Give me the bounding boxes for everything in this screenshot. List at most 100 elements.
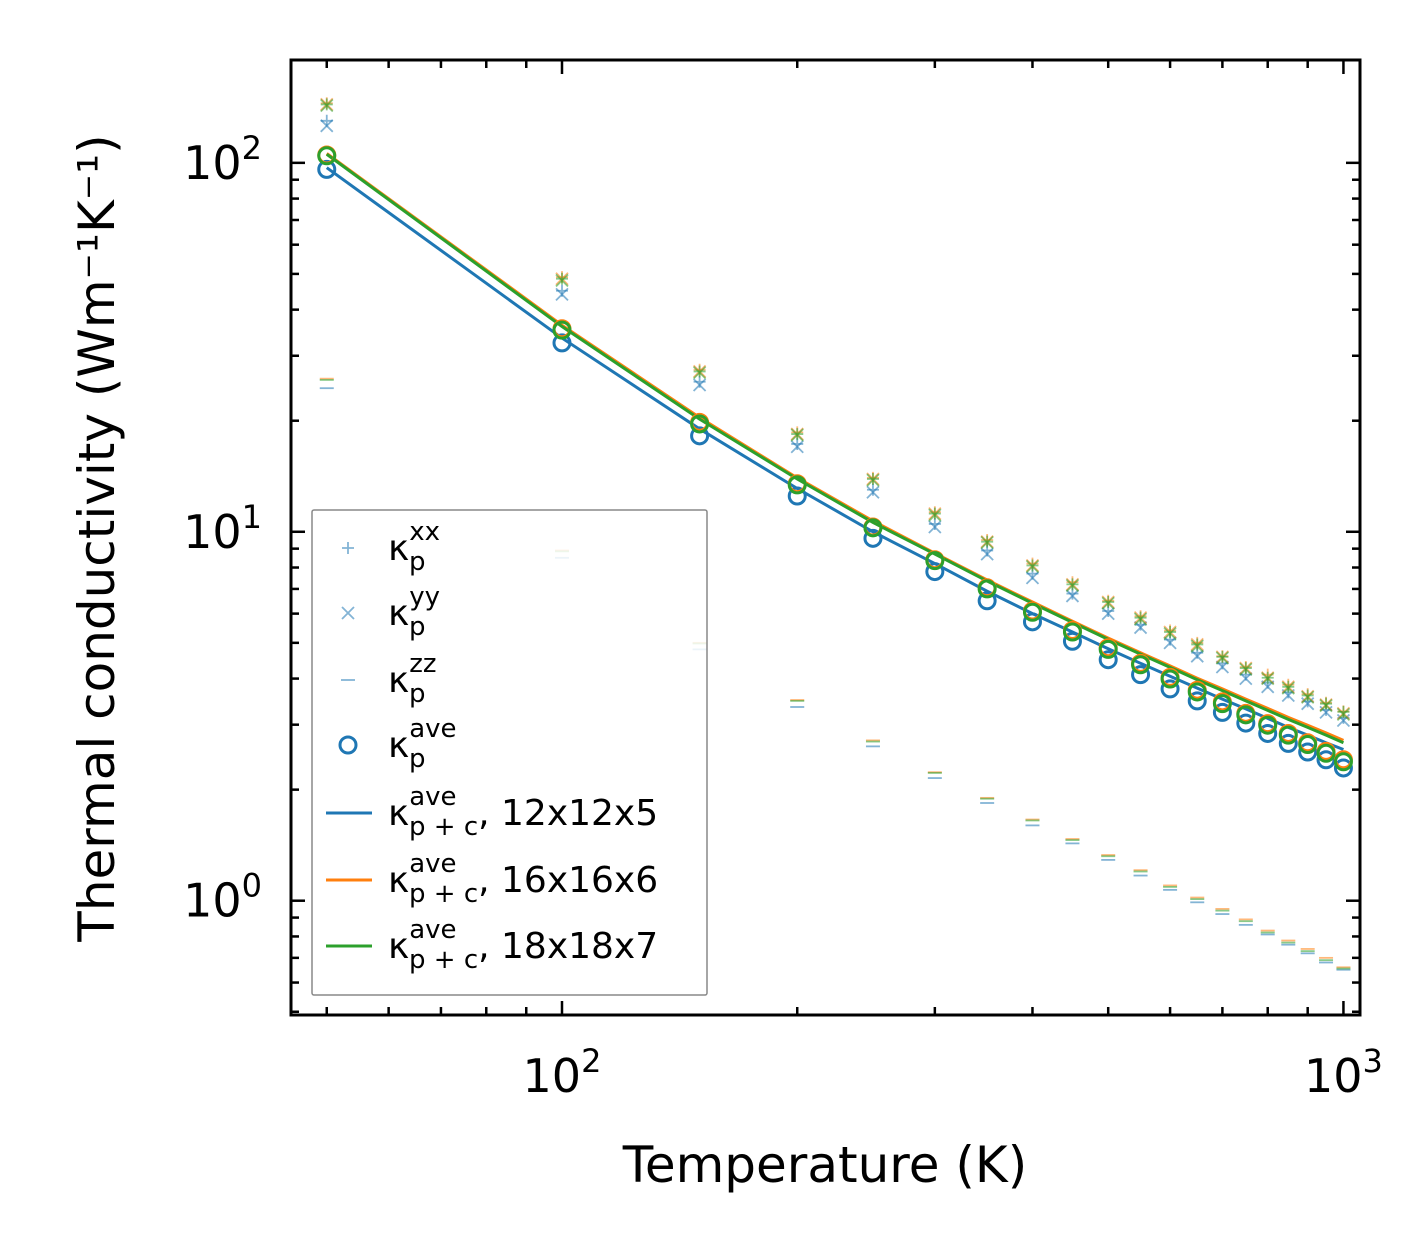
kyy-point	[980, 547, 994, 561]
kyy-point-stroke	[1336, 707, 1351, 721]
x-tick-label: 103	[1304, 1042, 1383, 1103]
kyy-point-stroke	[1239, 662, 1253, 676]
kyy-point	[555, 287, 569, 302]
kyy-point-stroke	[1133, 612, 1148, 626]
plot-area	[317, 97, 1353, 971]
kyy-point-stroke	[980, 535, 994, 550]
y-tick-base: 10	[183, 874, 242, 928]
legend-cross-marker-stroke	[341, 606, 355, 620]
kpc-line-18x18x7	[325, 153, 1345, 745]
kxx-point	[1134, 611, 1147, 624]
legend-label: κzz p	[388, 649, 437, 709]
kyy-point	[1065, 578, 1080, 593]
legend-label: κave p + c, 16x16x6	[388, 849, 658, 909]
kave-point	[1298, 742, 1318, 762]
kyy-point-stroke	[928, 520, 942, 534]
kyy-point-stroke	[980, 547, 994, 561]
kxx-point	[1320, 697, 1333, 710]
x-tick-exp: 2	[581, 1042, 601, 1080]
kyy-point-stroke	[1101, 596, 1115, 610]
kxx-point	[866, 483, 879, 496]
kxx-point-stroke	[555, 272, 568, 285]
legend-superscript: ave	[409, 714, 456, 744]
kxx-point	[1164, 625, 1177, 638]
kyy-point-stroke	[866, 485, 880, 499]
legend-subscript: p + c	[409, 879, 478, 909]
kave-point	[690, 414, 710, 434]
kave-point	[690, 426, 710, 446]
kyy-point-stroke	[790, 428, 804, 442]
kyy-point	[1101, 606, 1115, 621]
kyy-point	[980, 535, 994, 550]
kyy-point-stroke	[1239, 671, 1253, 686]
kyy-point-stroke	[555, 287, 569, 302]
kave-point	[925, 562, 945, 582]
kave-point	[552, 333, 572, 353]
kave-point	[1278, 725, 1298, 745]
kyy-point	[1215, 651, 1230, 665]
legend-circle-marker	[338, 735, 358, 755]
kave-point	[787, 486, 807, 506]
legend-superscript: ave	[409, 849, 456, 879]
kave-point	[1187, 691, 1207, 711]
kyy-point-stroke	[555, 273, 569, 288]
kxx-point	[1337, 705, 1350, 718]
legend-mesh-label: , 16x16x6	[478, 860, 658, 901]
kyy-point	[1301, 690, 1315, 704]
kave-point	[1160, 669, 1180, 689]
kyy-point-stroke	[692, 378, 707, 392]
kave-point	[1160, 679, 1180, 699]
kave-point	[1212, 702, 1232, 722]
kave-point	[1062, 631, 1082, 651]
legend-cross-marker	[341, 606, 355, 620]
legend-box	[311, 509, 708, 996]
kyy-point-stroke	[1215, 651, 1230, 665]
kyy-point	[1133, 612, 1148, 626]
legend-superscript: ave	[409, 915, 456, 945]
kyy-point-stroke	[1190, 639, 1204, 653]
kyy-point-stroke	[1025, 559, 1040, 574]
legend-kappa: κ	[388, 793, 409, 834]
kave-point	[977, 579, 997, 599]
kyy-point	[1025, 559, 1040, 574]
y-tick-label: 102	[183, 129, 262, 190]
kave-point	[1316, 743, 1336, 763]
legend-kappa: κ	[388, 926, 409, 967]
legend-kappa: κ	[388, 528, 409, 569]
y-tick-exp: 2	[242, 129, 262, 167]
kyy-point-stroke	[1301, 690, 1315, 704]
kyy-point	[1239, 671, 1253, 686]
kxx-point-stroke	[1164, 625, 1177, 638]
kyy-point-stroke	[1281, 681, 1295, 695]
kyy-point-stroke	[928, 508, 942, 522]
legend-subscript: p	[409, 679, 426, 709]
kave-point	[863, 518, 883, 538]
legend-label: κave p	[388, 714, 457, 774]
legend-kappa: κ	[388, 593, 409, 634]
kxx-point-stroke	[1191, 638, 1204, 651]
kxx-point	[928, 507, 941, 520]
kave-point	[1278, 733, 1298, 753]
y-tick-label: 100	[183, 867, 262, 928]
legend-mesh-label: , 12x12x5	[478, 793, 658, 834]
legend-subscript: p + c	[409, 945, 478, 975]
kxx-point	[555, 272, 568, 285]
kyy-point	[1163, 636, 1177, 650]
kave-point	[1236, 713, 1256, 733]
legend-subscript: p	[409, 744, 426, 774]
kave-point	[1298, 735, 1318, 755]
kyy-point-stroke	[866, 473, 880, 487]
kave-point	[1236, 705, 1256, 725]
legend-label: κave p + c, 12x12x5	[388, 782, 658, 842]
kave-point	[1333, 752, 1353, 772]
kyy-point-stroke	[1190, 649, 1204, 663]
major-ticks	[291, 60, 1360, 1015]
y-tick-label: 101	[183, 498, 262, 559]
y-tick-base: 10	[183, 505, 242, 559]
kave-point	[1333, 758, 1353, 778]
kave-point	[1098, 650, 1118, 670]
legend-label: κave p + c, 18x18x7	[388, 915, 658, 975]
legend-superscript: yy	[409, 582, 440, 612]
kave-point	[1131, 655, 1151, 675]
